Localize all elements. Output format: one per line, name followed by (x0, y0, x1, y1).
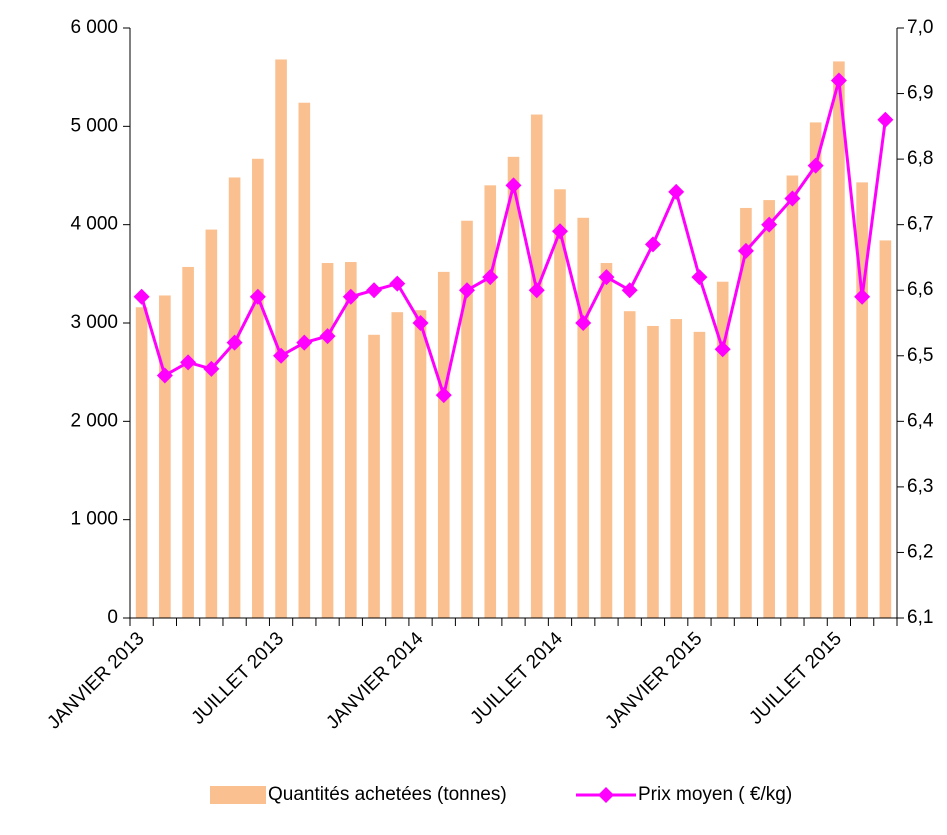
line-marker (133, 288, 150, 305)
bar (577, 217, 590, 619)
x-tick-label: JANVIER 2015 (601, 628, 706, 733)
line-marker (644, 236, 661, 253)
line-marker (505, 177, 522, 194)
bar (228, 177, 241, 618)
bar (879, 240, 892, 618)
line-marker (249, 288, 266, 305)
line-marker (691, 269, 708, 286)
bar (461, 220, 473, 618)
line-marker (807, 157, 824, 174)
y2-tick-label: 6,5 (907, 345, 933, 366)
line-marker (273, 347, 290, 364)
y-tick-label: 2 000 (70, 410, 118, 431)
y-tick-label: 3 000 (70, 312, 118, 333)
y2-tick-label: 6,6 (907, 279, 933, 300)
line-marker (621, 282, 638, 299)
x-tick-label: JUILLET 2013 (188, 628, 288, 728)
legend-label: Quantités achetées (tonnes) (268, 784, 507, 805)
y2-tick-label: 6,4 (907, 410, 934, 431)
bar (786, 175, 799, 618)
bar (693, 331, 706, 618)
line-marker (668, 183, 685, 200)
line-marker (830, 72, 847, 89)
bar (833, 61, 845, 618)
line-marker (180, 354, 197, 371)
line-marker (342, 288, 359, 305)
bar (321, 263, 334, 618)
y2-tick-label: 6,1 (907, 607, 933, 628)
line-marker (714, 341, 731, 358)
legend-swatch (210, 786, 266, 804)
bar (414, 310, 427, 618)
bar (275, 59, 287, 618)
y2-tick-label: 7,0 (907, 17, 933, 38)
bar (507, 156, 520, 619)
y2-tick-label: 6,3 (907, 476, 933, 497)
bar (344, 262, 357, 618)
y2-tick-label: 6,7 (907, 214, 933, 235)
bar (437, 271, 450, 618)
line-marker (551, 223, 568, 240)
x-tick-label: JANVIER 2014 (322, 628, 428, 734)
line-marker (877, 111, 894, 128)
bar (740, 207, 752, 618)
y2-tick-label: 6,8 (907, 148, 933, 169)
line-marker (389, 275, 406, 292)
line-marker (482, 269, 499, 286)
bar (484, 185, 497, 619)
line-marker (598, 269, 615, 286)
bar (205, 229, 218, 619)
y2-tick-label: 6,2 (907, 541, 933, 562)
bar (600, 263, 613, 618)
bar (530, 114, 543, 619)
legend-marker (598, 787, 614, 803)
bar (391, 312, 404, 618)
x-tick-label: JUILLET 2015 (745, 628, 845, 728)
x-tick-label: JANVIER 2013 (43, 628, 148, 733)
line-marker (296, 334, 313, 351)
y-tick-label: 4 000 (70, 214, 118, 235)
bar (809, 122, 822, 619)
bar (763, 200, 775, 619)
bar (670, 319, 683, 618)
bar (252, 158, 264, 619)
line-marker (575, 315, 592, 331)
line-marker (412, 315, 429, 331)
line-marker (366, 282, 383, 299)
line-marker (319, 328, 336, 345)
line-marker (528, 282, 545, 299)
bar (716, 281, 729, 618)
y-tick-label: 1 000 (70, 509, 118, 530)
line-marker (854, 288, 871, 305)
y2-tick-label: 6,9 (907, 83, 933, 104)
y-tick-label: 5 000 (70, 115, 118, 136)
line-marker (784, 190, 801, 207)
legend-label: Prix moyen ( €/kg) (638, 784, 792, 805)
line-marker (226, 334, 243, 351)
bar (623, 311, 636, 618)
bar (135, 307, 148, 618)
bar (159, 295, 171, 618)
bar (856, 182, 868, 618)
line-marker (761, 216, 778, 233)
x-tick-label: JUILLET 2014 (467, 628, 568, 729)
bar (368, 334, 380, 618)
bar (554, 189, 566, 618)
bar (298, 102, 311, 618)
line-marker (435, 387, 452, 404)
bar (182, 266, 194, 618)
bar (647, 325, 659, 618)
line-marker (203, 360, 220, 377)
y-tick-label: 0 (107, 607, 118, 628)
line-marker (459, 282, 476, 299)
line-marker (156, 367, 173, 384)
line-marker (737, 242, 754, 259)
y-tick-label: 6 000 (70, 17, 118, 38)
